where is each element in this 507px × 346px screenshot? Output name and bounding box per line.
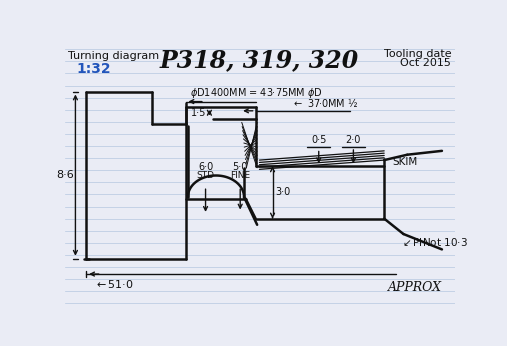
Text: STD: STD <box>197 171 214 180</box>
Text: 1:32: 1:32 <box>76 62 111 75</box>
Text: FINE: FINE <box>230 171 250 180</box>
Text: 8·6: 8·6 <box>56 170 74 180</box>
Text: Turning diagram: Turning diagram <box>68 51 160 61</box>
Text: $\phi$D1400MM = 43·75MM $\phi$D: $\phi$D1400MM = 43·75MM $\phi$D <box>190 86 323 100</box>
Text: Oct 2015: Oct 2015 <box>401 58 451 69</box>
Text: P318, 319, 320: P318, 319, 320 <box>160 48 359 72</box>
Text: $\leftarrow$51·0: $\leftarrow$51·0 <box>94 278 133 290</box>
Text: SKIM: SKIM <box>392 157 417 167</box>
Text: 5·0: 5·0 <box>233 162 248 172</box>
Text: $\swarrow$PINot 10·3: $\swarrow$PINot 10·3 <box>400 236 467 248</box>
Text: APPROX: APPROX <box>388 281 442 294</box>
Text: Tooling date: Tooling date <box>384 49 451 59</box>
Text: 6·0: 6·0 <box>198 162 213 172</box>
Text: 3·0: 3·0 <box>275 188 290 198</box>
Text: $\leftarrow$ 37·0MM ½: $\leftarrow$ 37·0MM ½ <box>292 95 358 109</box>
Text: 0·5: 0·5 <box>311 135 327 145</box>
Text: 1·5: 1·5 <box>191 108 206 118</box>
Text: 2·0: 2·0 <box>346 135 361 145</box>
